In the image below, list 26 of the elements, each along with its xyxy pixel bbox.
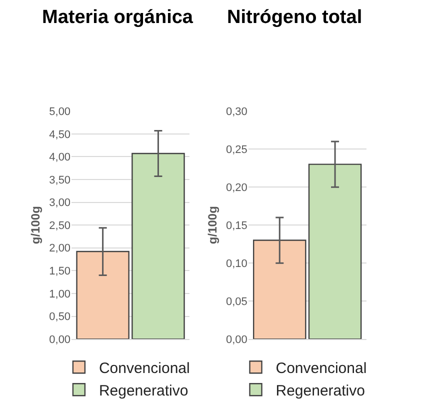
y-tick-label: 0,30 [226,106,248,118]
y-tick-label: 0,05 [226,296,248,308]
y-tick-label: 0,20 [226,182,248,194]
y-tick-label: 3,50 [49,174,71,186]
y-tick-label: 4,00 [49,152,71,164]
y-tick-label: 5,00 [49,106,71,118]
chart-title: Nitrógeno total [227,7,362,28]
legend-label: Regenerativo [276,382,365,400]
y-tick-label: 4,50 [49,128,71,141]
y-tick-label: 1,50 [49,266,71,278]
chart-title: Materia orgánica [42,7,194,28]
y-tick-label: 0,00 [49,334,71,346]
y-tick-label: 0,50 [49,311,71,324]
y-tick-label: 1,00 [49,288,71,300]
y-tick-label: 0,15 [226,220,248,232]
y-axis-title: g/100g [28,206,42,244]
y-tick-label: 3,00 [49,197,71,210]
y-tick-label: 0,00 [226,334,248,346]
y-axis-title: g/100g [205,206,220,244]
legend-label: Convencional [98,360,190,377]
legend-label: Regenerativo [98,382,188,400]
y-tick-label: 0,25 [226,144,248,156]
legend-label: Convencional [276,360,367,377]
y-tick-label: 2,00 [49,242,71,255]
y-tick-label: 2,50 [49,220,71,232]
y-tick-label: 0,10 [226,258,248,270]
